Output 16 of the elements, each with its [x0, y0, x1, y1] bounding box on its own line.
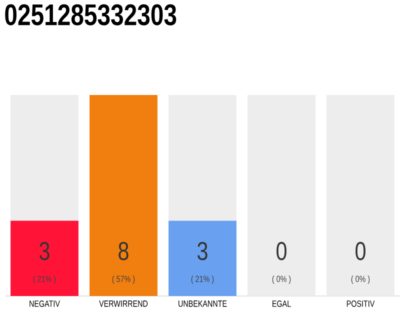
x-tick-label: UNBEKANNTE [178, 300, 227, 307]
data-label: 3 [198, 242, 208, 260]
data-label: 3 [40, 242, 50, 260]
annotation: ( 0% ) [351, 276, 370, 284]
annotation: ( 0% ) [272, 276, 291, 284]
annotation: ( 57% ) [112, 276, 135, 284]
x-tick-label: EGAL [272, 300, 291, 307]
data-label: 8 [118, 242, 128, 260]
chart-title: 0251285332303 [5, 4, 176, 26]
annotation: ( 21% ) [191, 276, 214, 284]
annotation: 0 [356, 242, 366, 260]
annotation: 0 [276, 242, 286, 260]
annotation: ( 21% ) [33, 276, 56, 284]
x-tick-label: VERWIRREND [99, 300, 148, 307]
x-tick-label: POSITIV [346, 300, 375, 307]
x-tick-label: NEGATIV [30, 300, 60, 307]
